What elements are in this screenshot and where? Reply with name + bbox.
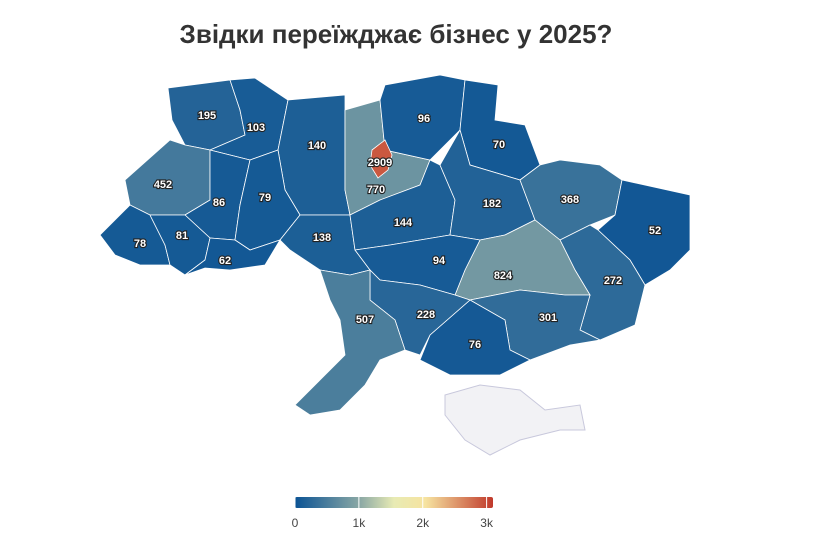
- region-label: 70: [493, 139, 505, 151]
- colorbar-tick-label: 2k: [416, 516, 430, 530]
- region-label: 79: [259, 192, 271, 204]
- region-no-data: [444, 384, 586, 456]
- region-label: 86: [213, 197, 225, 209]
- region-label: 824: [494, 270, 513, 282]
- region: [124, 139, 211, 216]
- region-label: 368: [561, 194, 579, 206]
- chart-title: Звідки переїжджає бізнес у 2025?: [180, 19, 613, 49]
- region-label: 78: [134, 238, 146, 250]
- region-label: 228: [417, 309, 435, 321]
- region: [459, 79, 541, 181]
- region-label: 52: [649, 225, 661, 237]
- region: [184, 237, 281, 276]
- colorbar-tick-label: 3k: [480, 516, 494, 530]
- region-label: 144: [394, 217, 413, 229]
- colorbar-tick-label: 1k: [353, 516, 367, 530]
- region-label: 76: [469, 339, 481, 351]
- region: [379, 74, 466, 161]
- region-label: 96: [418, 113, 430, 125]
- region-label: 182: [483, 198, 501, 210]
- region-label: 140: [308, 140, 326, 152]
- region: [294, 269, 406, 416]
- region-label: 103: [247, 122, 265, 134]
- region-label: 195: [198, 110, 216, 122]
- region-label: 301: [539, 312, 557, 324]
- region-label: 138: [313, 232, 331, 244]
- region-label: 94: [433, 255, 446, 267]
- region-label: 770: [367, 184, 385, 196]
- region-label: 2909: [368, 157, 392, 169]
- region-label: 62: [219, 255, 231, 267]
- region-label: 272: [604, 275, 622, 287]
- region: [419, 299, 531, 376]
- colorbar: [295, 497, 493, 508]
- region: [369, 139, 393, 179]
- region-label: 452: [154, 179, 172, 191]
- region-label: 81: [176, 230, 188, 242]
- region-label: 507: [356, 314, 374, 326]
- colorbar-tick-label: 0: [292, 516, 299, 530]
